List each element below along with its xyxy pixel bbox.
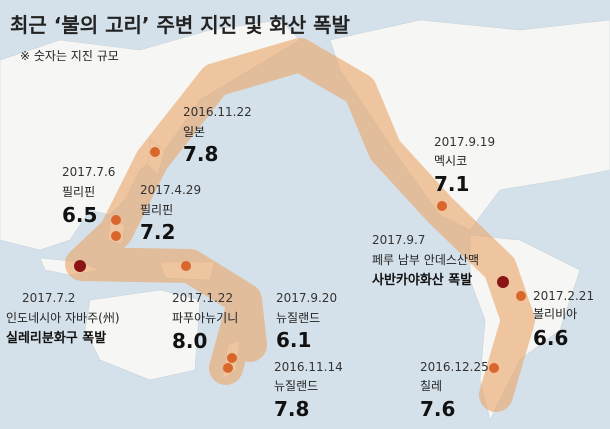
date: 2017.2.21 — [533, 289, 594, 303]
date: 2016.11.14 — [274, 360, 343, 374]
magnitude: 8.0 — [172, 329, 207, 353]
date: 2017.7.6 — [62, 165, 115, 179]
date: 2016.12.25 — [420, 360, 489, 374]
magnitude: 6.6 — [533, 326, 568, 350]
event: 실레리분화구 폭발 — [6, 330, 106, 346]
date: 2017.7.2 — [22, 291, 75, 305]
title: 최근 ‘불의 고리’ 주변 지진 및 화산 폭발 — [10, 13, 351, 37]
magnitude: 7.8 — [183, 142, 218, 166]
quake-marker — [181, 261, 191, 271]
date: 2017.9.7 — [372, 233, 425, 247]
quake-marker — [516, 291, 526, 301]
place: 파푸아뉴기니 — [172, 311, 238, 325]
quake-marker — [223, 363, 233, 373]
magnitude: 7.2 — [140, 220, 175, 244]
quake-marker — [111, 231, 121, 241]
place: 필리핀 — [62, 185, 95, 199]
quake-marker — [150, 147, 160, 157]
magnitude: 7.8 — [274, 397, 309, 421]
quake-marker — [227, 353, 237, 363]
date: 2016.11.22 — [183, 105, 252, 119]
place: 인도네시아 자바주(州) — [6, 311, 120, 325]
date: 2017.9.19 — [434, 135, 495, 149]
ring-of-fire — [65, 38, 535, 412]
magnitude: 7.1 — [434, 172, 469, 196]
volcano-marker — [497, 276, 509, 288]
quake-marker — [111, 215, 121, 225]
place: 멕시코 — [434, 154, 467, 168]
place: 페루 남부 안데스산맥 — [372, 253, 479, 267]
quake-marker — [437, 201, 447, 211]
markers — [74, 147, 526, 373]
quake-marker — [489, 363, 499, 373]
date: 2017.4.29 — [140, 183, 201, 197]
place: 칠레 — [420, 379, 442, 393]
place: 필리핀 — [140, 203, 173, 217]
date: 2017.9.20 — [276, 291, 337, 305]
place: 볼리비아 — [533, 307, 577, 321]
note: ※ 숫자는 지진 규모 — [20, 49, 119, 63]
place: 뉴질랜드 — [276, 311, 320, 325]
volcano-marker — [74, 260, 86, 272]
place: 뉴질랜드 — [274, 379, 318, 393]
magnitude: 6.5 — [62, 203, 97, 227]
date: 2017.1.22 — [172, 291, 233, 305]
magnitude: 7.6 — [420, 397, 455, 421]
magnitude: 6.1 — [276, 328, 311, 352]
place: 일본 — [183, 125, 205, 139]
event: 사반카야화산 폭발 — [372, 272, 472, 288]
